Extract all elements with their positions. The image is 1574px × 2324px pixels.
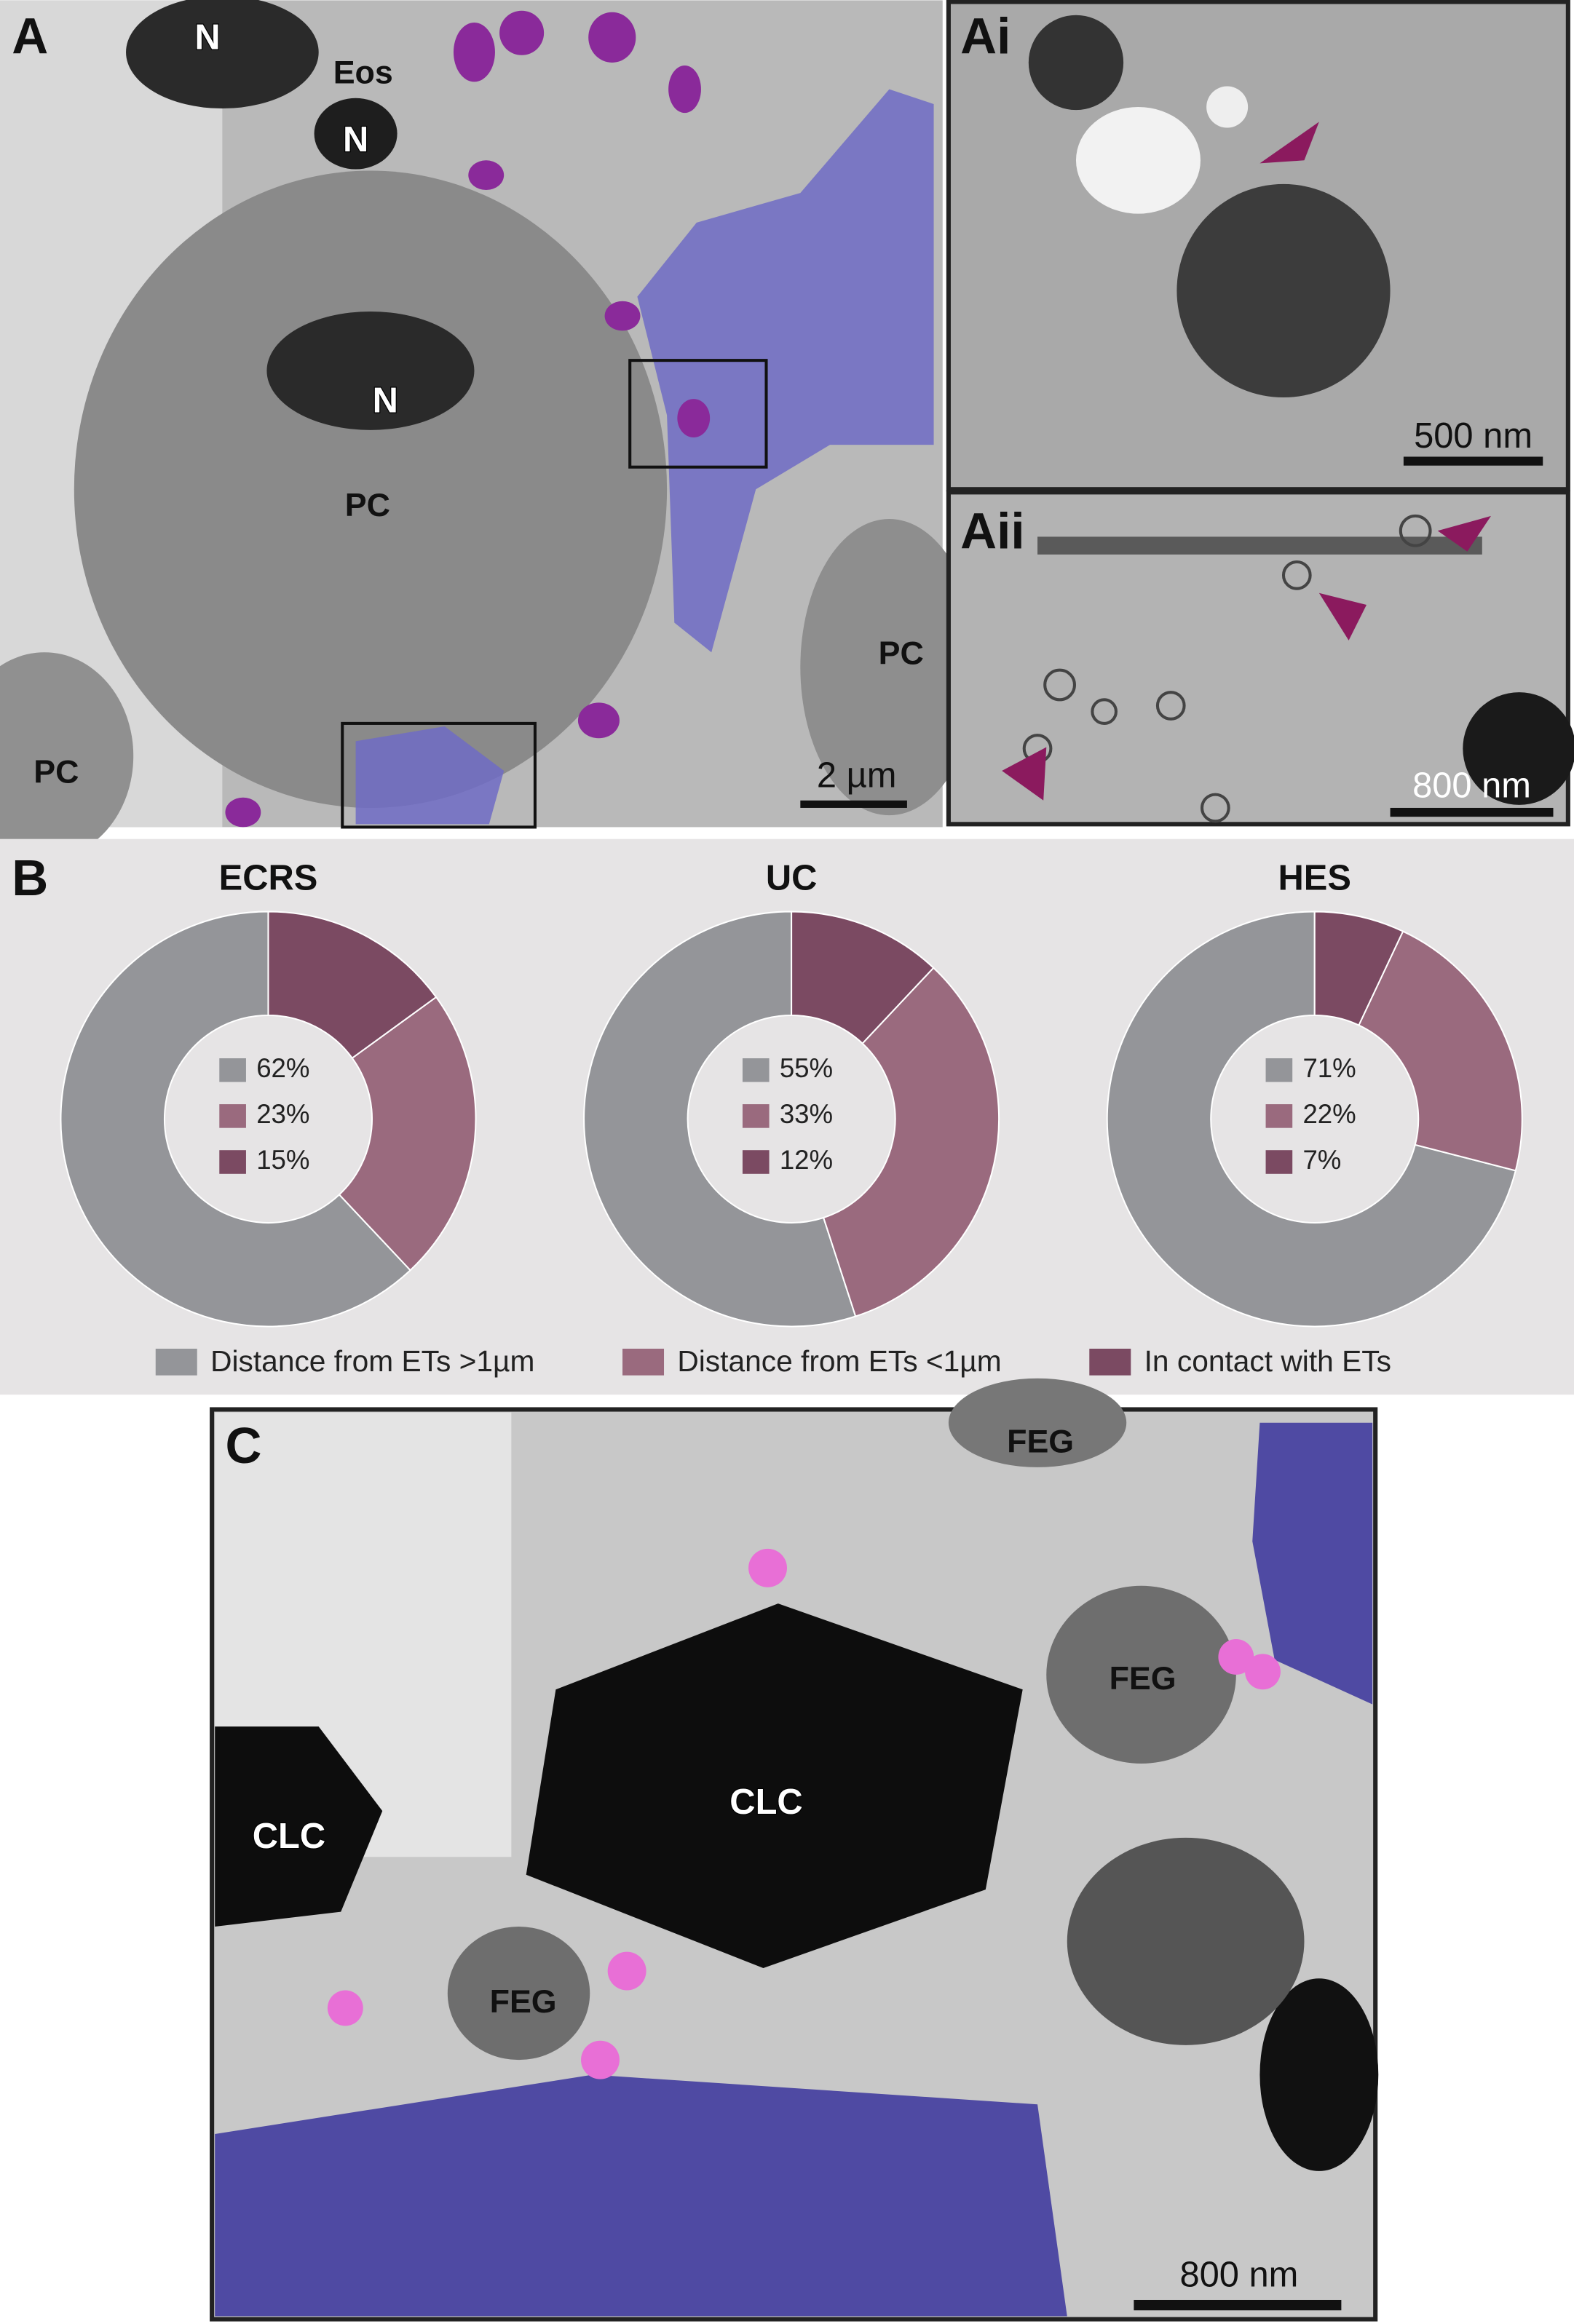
legend-label: Distance from ETs >1µm <box>210 1344 534 1378</box>
inner-swatch <box>742 1104 770 1128</box>
image-label: FEG <box>490 1983 557 2020</box>
data-label: 71% <box>1302 1053 1356 1083</box>
legend-swatch <box>622 1349 665 1376</box>
panel-label: Aii <box>960 503 1024 560</box>
panel-label: Ai <box>960 8 1011 65</box>
image-label: FEG <box>1110 1660 1176 1697</box>
panel-label: B <box>12 849 48 906</box>
legend-label: Distance from ETs <1µm <box>677 1344 1001 1378</box>
donut-segment <box>791 911 935 1045</box>
chart-title: ECRS <box>219 859 318 898</box>
donut-segment <box>338 996 477 1272</box>
panel-label: A <box>12 8 48 65</box>
scale-bar-label: 800 nm <box>1412 766 1531 806</box>
data-label: 12% <box>780 1145 833 1175</box>
data-label: 62% <box>256 1053 309 1083</box>
donut-segment <box>1106 911 1517 1328</box>
chart-title: UC <box>766 859 818 898</box>
inner-swatch <box>1265 1104 1293 1128</box>
image-label: N <box>343 120 368 159</box>
inner-swatch <box>742 1058 770 1082</box>
charts: ECRS 62% 23% 15% UC 55% 33% 12% HES 71% 22% 7% Dista… <box>60 859 1523 1378</box>
donut-segment <box>822 967 1000 1317</box>
data-label: 23% <box>256 1099 309 1129</box>
image-label: N <box>373 381 398 420</box>
image-label: N <box>194 18 220 57</box>
image-label: FEG <box>1007 1424 1074 1460</box>
image-label: PC <box>345 487 390 523</box>
scale-bar-label: 800 nm <box>1179 2256 1298 2295</box>
image-label: CLC <box>253 1817 325 1856</box>
panel-a-image: A N Eos N N PC PC PC 2 µm <box>0 0 978 860</box>
inner-swatch <box>219 1150 246 1174</box>
inner-swatch <box>1265 1150 1293 1174</box>
donut-segment <box>267 911 438 1060</box>
legend-label: In contact with ETs <box>1144 1344 1391 1378</box>
data-label: 7% <box>1302 1145 1341 1175</box>
donut-segment <box>583 911 857 1328</box>
inner-swatch <box>219 1058 246 1082</box>
data-label: 22% <box>1302 1099 1356 1129</box>
image-label: CLC <box>729 1782 802 1822</box>
data-label: 15% <box>256 1145 309 1175</box>
inner-swatch <box>1265 1058 1293 1082</box>
scale-bar-label: 500 nm <box>1414 416 1533 456</box>
legend-swatch <box>155 1349 197 1376</box>
scale-bar-label: 2 µm <box>817 756 897 795</box>
data-label: 55% <box>780 1053 833 1083</box>
image-label: PC <box>879 635 924 671</box>
chart-title: HES <box>1278 859 1351 898</box>
inner-swatch <box>742 1150 770 1174</box>
panel-aii-image: Aii 800 nm <box>946 490 1574 827</box>
data-label: 33% <box>780 1099 833 1129</box>
panel-label: C <box>225 1417 261 1474</box>
panel-c-image: C FEG FEG CLC CLC FEG 800 nm <box>210 1378 1379 2322</box>
image-label: Eos <box>333 54 393 90</box>
image-label: PC <box>33 753 79 790</box>
inner-swatch <box>219 1104 246 1128</box>
legend-swatch <box>1089 1349 1131 1376</box>
donut-segment <box>60 911 412 1328</box>
donut-segment <box>1358 930 1523 1172</box>
panel-ai-image: Ai 500 nm <box>946 0 1570 492</box>
donut-segment <box>1313 911 1404 1026</box>
